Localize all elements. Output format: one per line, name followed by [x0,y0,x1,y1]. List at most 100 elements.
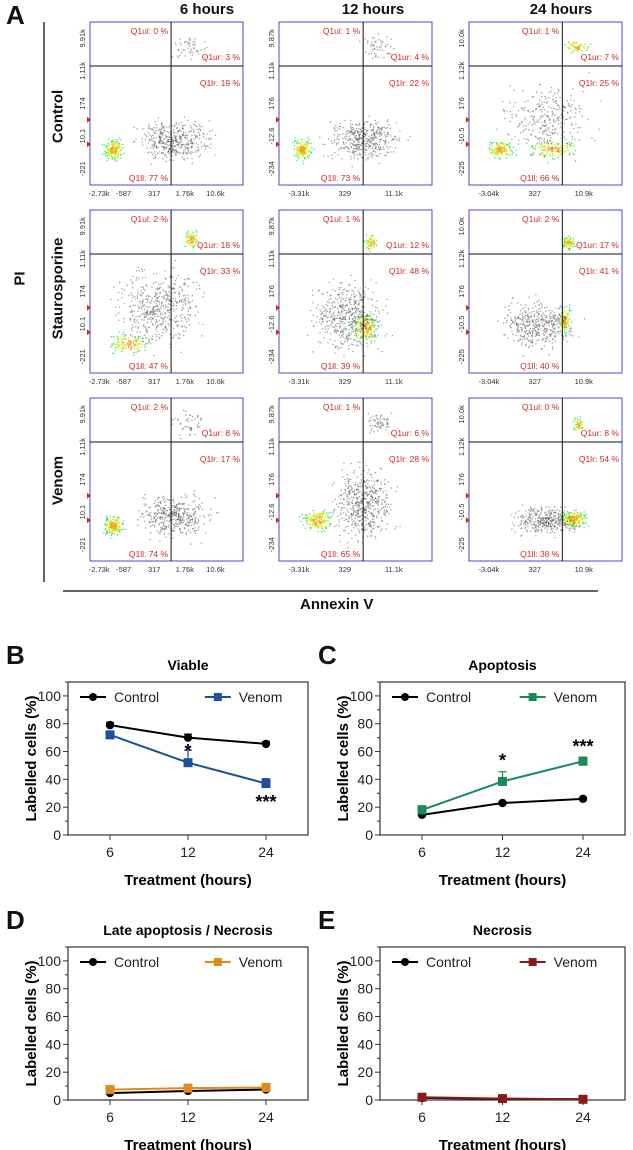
event-dot [210,514,212,517]
event-dot [361,298,363,300]
event-dot [148,521,150,523]
event-dot [312,351,314,353]
event-dot [140,290,142,292]
event-dot [142,305,144,307]
event-dot [156,517,158,519]
event-dot [344,306,346,308]
event-dot [542,312,545,314]
event-dot [383,56,385,59]
event-dot [357,516,359,518]
event-dot [169,318,171,320]
event-dot [183,409,185,412]
event-dot [372,304,374,307]
event-dot [183,519,185,522]
event-dot [149,312,151,314]
event-dot [351,519,353,521]
event-dot [209,428,211,430]
y-tick-label: 1.11k [78,62,87,80]
event-dot [354,144,356,146]
event-dot [107,152,109,154]
event-dot [506,145,508,147]
event-dot [537,328,539,330]
event-dot [173,527,175,529]
event-dot [184,317,186,319]
event-dot [319,136,321,138]
event-dot [548,333,551,335]
event-dot [161,509,163,511]
event-dot [355,320,357,323]
event-dot [194,121,196,123]
event-dot [324,326,326,328]
event-dot [185,240,187,242]
event-dot [326,320,329,322]
event-dot [158,287,161,289]
event-dot [185,532,188,534]
event-dot [570,95,572,97]
event-dot [343,147,345,149]
event-dot [153,137,155,139]
event-dot [318,521,321,523]
event-dot [121,144,124,146]
event-dot [364,143,366,145]
event-dot [371,336,373,338]
event-dot [179,518,182,520]
event-dot [157,308,159,310]
event-dot [540,328,542,330]
event-dot [384,140,386,143]
event-dot [111,141,113,143]
event-dot [380,483,383,485]
event-dot [319,521,321,523]
event-dot [184,124,186,126]
event-dot [370,246,372,249]
quadrant-lr-label: Q1lr: 33 % [200,266,241,276]
event-dot [197,528,199,530]
event-dot [533,325,535,327]
event-dot [104,528,106,531]
event-dot [366,332,368,334]
event-dot [511,153,513,155]
event-dot [570,330,572,332]
event-dot [324,515,327,517]
event-dot [193,524,195,526]
event-dot [319,517,321,519]
event-dot [537,320,539,322]
event-dot [300,148,302,151]
event-dot [166,298,168,301]
event-dot [116,156,118,158]
event-dot [541,324,544,327]
event-dot [123,152,125,154]
event-dot [488,148,491,150]
event-dot [177,517,179,520]
event-dot [347,130,349,132]
event-dot [499,150,501,152]
event-dot [184,493,186,496]
quadrant-lr-label: Q1lr: 41 % [579,266,620,276]
event-dot [578,47,580,49]
event-dot [184,159,186,161]
event-dot [566,313,568,316]
event-dot [320,313,322,316]
quadrant-ll-label: Q1ll: 40 % [520,361,560,371]
event-dot [110,149,112,151]
event-dot [211,129,213,132]
event-dot [496,143,498,145]
event-dot [184,298,186,301]
event-dot [181,134,183,136]
event-dot [107,520,110,522]
event-dot [500,148,502,150]
event-dot [192,241,194,243]
event-dot [318,321,321,323]
event-dot [386,133,388,135]
quadrant-ul-label: Q1ul: 2 % [131,402,169,412]
event-dot [361,156,363,159]
event-dot [134,318,136,321]
event-dot [121,297,123,299]
event-dot [298,154,300,157]
event-dot [541,103,543,105]
event-dot [529,322,531,324]
event-dot [113,153,115,155]
event-dot [184,330,187,333]
event-dot [133,348,135,350]
event-dot [155,130,157,132]
event-dot [177,274,179,277]
